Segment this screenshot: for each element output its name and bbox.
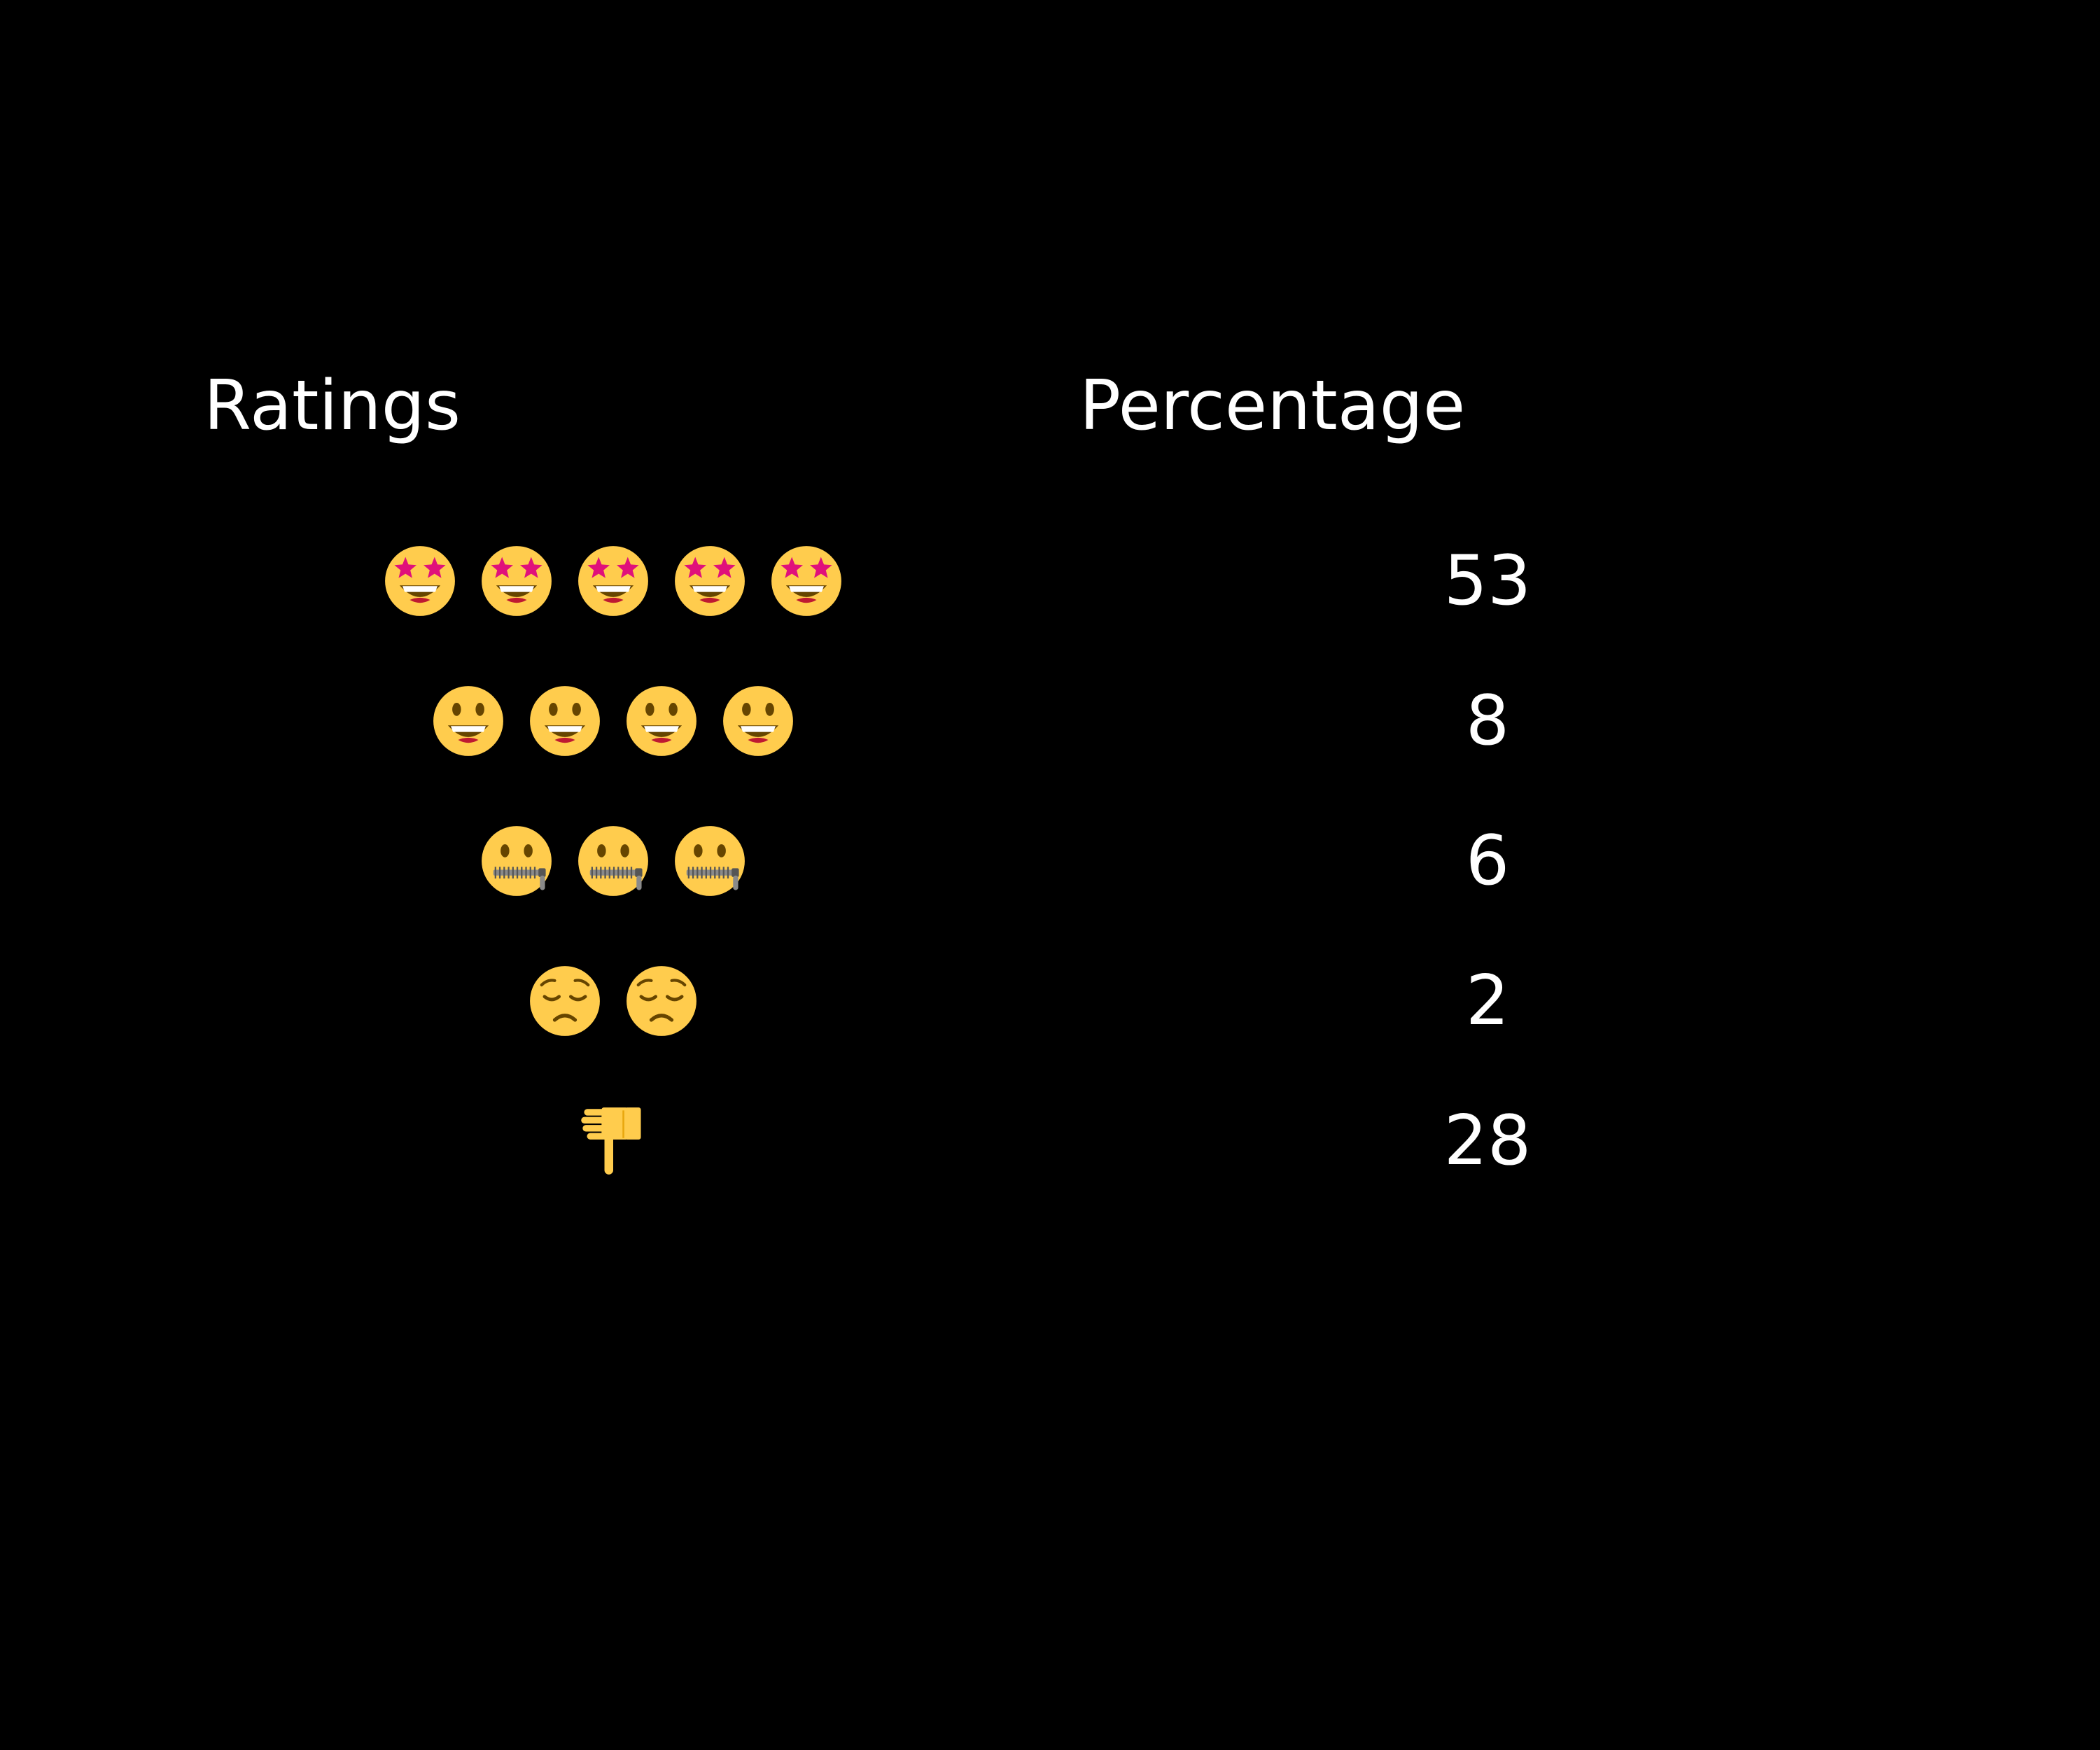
- star-struck-face-icon: [673, 545, 746, 617]
- rating-row: 6: [0, 808, 2100, 913]
- rating-icons: [0, 948, 1190, 1054]
- rating-icons: [0, 668, 1190, 774]
- grinning-face-icon: [432, 685, 505, 757]
- rating-row: 2: [0, 948, 2100, 1054]
- rating-row: 53: [0, 528, 2100, 634]
- star-struck-face-icon: [577, 545, 650, 617]
- star-struck-face-icon: [480, 545, 553, 617]
- pensive-face-icon: [625, 965, 698, 1037]
- rating-icons: [0, 1088, 1190, 1194]
- rating-icons: [0, 528, 1190, 634]
- rating-icons: [0, 808, 1190, 913]
- star-struck-face-icon: [384, 545, 456, 617]
- grinning-face-icon: [722, 685, 794, 757]
- percentage-value: 53: [1443, 541, 1532, 621]
- rating-row: 28: [0, 1088, 2100, 1194]
- rating-row: 8: [0, 668, 2100, 774]
- zipper-mouth-face-icon: [673, 825, 746, 897]
- zipper-mouth-face-icon: [480, 825, 553, 897]
- grinning-face-icon: [625, 685, 698, 757]
- star-struck-face-icon: [770, 545, 843, 617]
- percentage-value: 8: [1465, 681, 1510, 761]
- grinning-face-icon: [528, 685, 601, 757]
- thumbs-down-icon: [577, 1105, 650, 1177]
- percentage-value: 6: [1465, 821, 1510, 901]
- ratings-column-header: Ratings: [204, 366, 461, 446]
- percentage-value: 2: [1465, 961, 1510, 1041]
- percentage-value: 28: [1443, 1101, 1532, 1181]
- zipper-mouth-face-icon: [577, 825, 650, 897]
- pensive-face-icon: [528, 965, 601, 1037]
- percentage-column-header: Percentage: [1079, 366, 1466, 446]
